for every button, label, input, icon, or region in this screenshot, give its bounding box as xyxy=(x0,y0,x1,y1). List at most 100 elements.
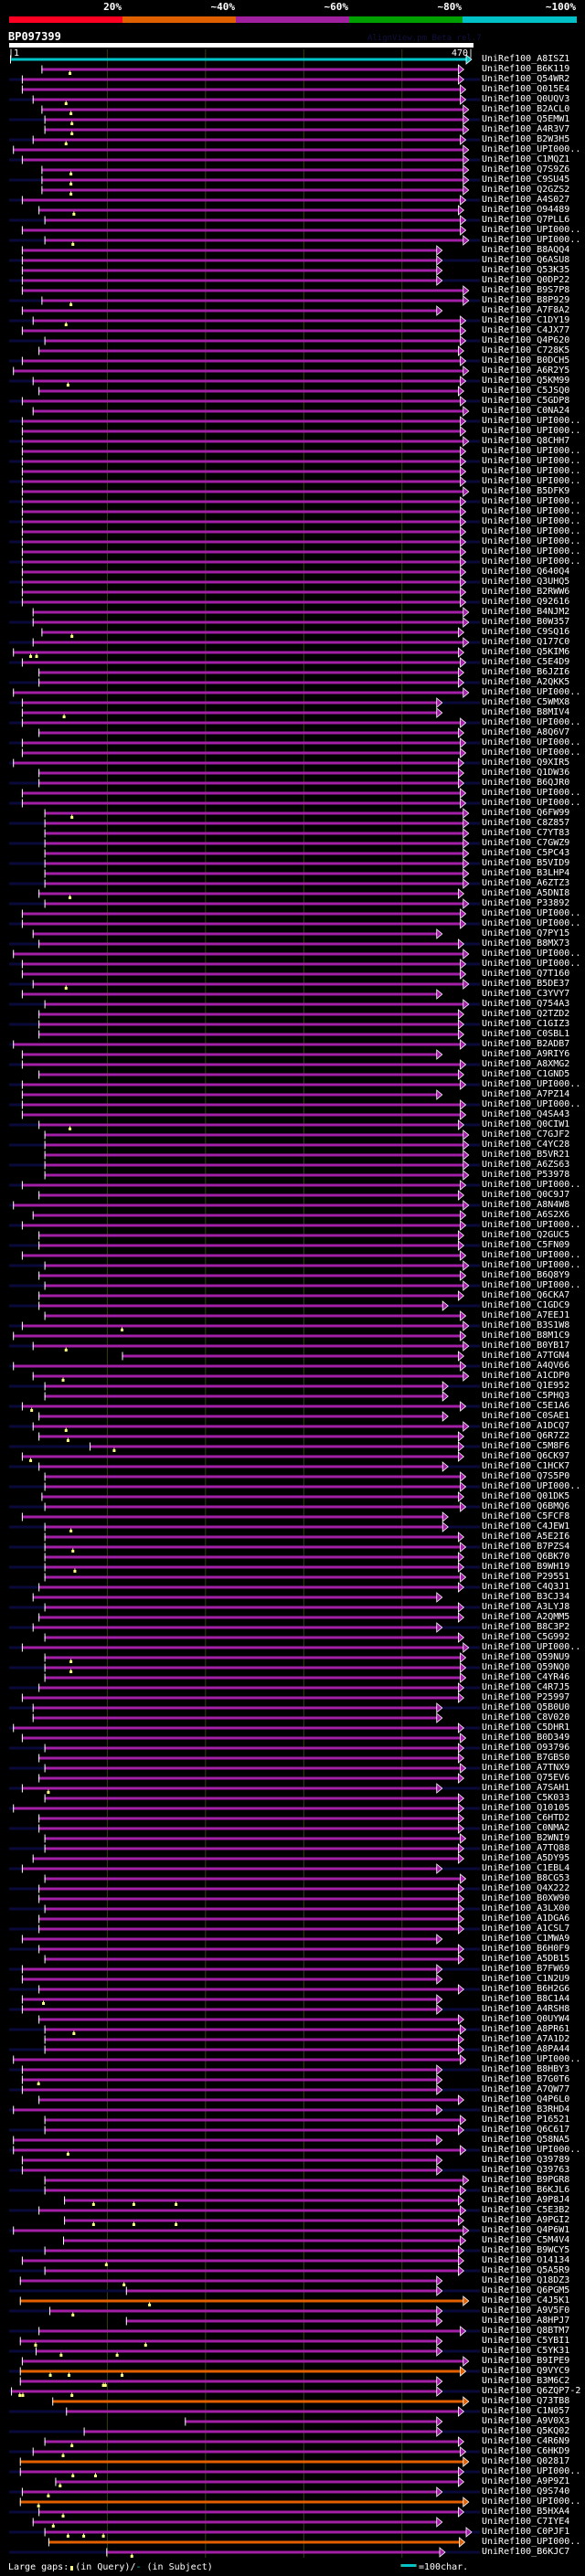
hit-label[interactable]: UniRef100_C5K033 xyxy=(482,1793,570,1803)
hit-label[interactable]: UniRef100_A9RIY6 xyxy=(482,1049,570,1059)
hit-label[interactable]: UniRef100_Q02817 xyxy=(482,2456,570,2466)
hit-label[interactable]: UniRef100_Q58NA5 xyxy=(482,2135,570,2145)
hit-label[interactable]: UniRef100_UPI000.. xyxy=(482,959,581,969)
hit-label[interactable]: UniRef100_UPI000.. xyxy=(482,1280,581,1290)
hit-label[interactable]: UniRef100_B6K119 xyxy=(482,64,570,74)
hit-label[interactable]: UniRef100_B6Q8Y9 xyxy=(482,1270,570,1280)
hit-label[interactable]: UniRef100_C5DHR1 xyxy=(482,1723,570,1733)
hit-label[interactable]: UniRef100_A9V5F0 xyxy=(482,2306,570,2316)
hit-label[interactable]: UniRef100_A9V0X3 xyxy=(482,2416,570,2426)
hit-label[interactable]: UniRef100_Q54WR2 xyxy=(482,74,570,84)
hit-label[interactable]: UniRef100_C1MQZ1 xyxy=(482,154,570,164)
hit-label[interactable]: UniRef100_C5WMX8 xyxy=(482,697,570,707)
hit-label[interactable]: UniRef100_A9PGI2 xyxy=(482,2215,570,2225)
hit-label[interactable]: UniRef100_UPI000.. xyxy=(482,2054,581,2064)
hit-label[interactable]: UniRef100_A1CSL7 xyxy=(482,1924,570,1934)
hit-label[interactable]: UniRef100_B0DCH5 xyxy=(482,355,570,366)
hit-label[interactable]: UniRef100_Q7S5P0 xyxy=(482,1471,570,1481)
hit-label[interactable]: UniRef100_Q4SA43 xyxy=(482,1109,570,1119)
hit-label[interactable]: UniRef100_UPI000.. xyxy=(482,1220,581,1230)
hit-label[interactable]: UniRef100_Q5B0U0 xyxy=(482,1702,570,1712)
hit-label[interactable]: UniRef100_A4QV66 xyxy=(482,1361,570,1371)
hit-label[interactable]: UniRef100_B9IPE9 xyxy=(482,2356,570,2366)
hit-label[interactable]: UniRef100_C5FN09 xyxy=(482,1240,570,1250)
hit-label[interactable]: UniRef100_UPI000.. xyxy=(482,476,581,486)
hit-label[interactable]: UniRef100_Q2GZS2 xyxy=(482,185,570,195)
hit-label[interactable]: UniRef100_C5YK31 xyxy=(482,2346,570,2356)
hit-label[interactable]: UniRef100_C8V020 xyxy=(482,1712,570,1723)
hit-label[interactable]: UniRef100_Q6PGM5 xyxy=(482,2285,570,2295)
hit-label[interactable]: UniRef100_A1DCQ7 xyxy=(482,1421,570,1431)
hit-label[interactable]: UniRef100_P25997 xyxy=(482,1692,570,1702)
hit-label[interactable]: UniRef100_C5PHQ3 xyxy=(482,1391,570,1401)
hit-label[interactable]: UniRef100_UPI000.. xyxy=(482,144,581,154)
hit-label[interactable]: UniRef100_B7GBS0 xyxy=(482,1753,570,1763)
hit-label[interactable]: UniRef100_A8Q6V7 xyxy=(482,727,570,737)
hit-label[interactable]: UniRef100_Q6CKA7 xyxy=(482,1290,570,1300)
hit-label[interactable]: UniRef100_Q754A3 xyxy=(482,999,570,1009)
hit-label[interactable]: UniRef100_C728K5 xyxy=(482,345,570,355)
hit-label[interactable]: UniRef100_Q015E4 xyxy=(482,84,570,94)
hit-label[interactable]: UniRef100_B5VR21 xyxy=(482,1150,570,1160)
hit-label[interactable]: UniRef100_C0PJF1 xyxy=(482,2527,570,2537)
hit-label[interactable]: UniRef100_A7A1D2 xyxy=(482,2034,570,2044)
hit-label[interactable]: UniRef100_Q4P6W1 xyxy=(482,2225,570,2235)
hit-label[interactable]: UniRef100_A4RSH8 xyxy=(482,2004,570,2014)
hit-label[interactable]: UniRef100_B2W3H5 xyxy=(482,134,570,144)
hit-label[interactable]: UniRef100_B4NJM2 xyxy=(482,607,570,617)
hit-label[interactable]: UniRef100_UPI000.. xyxy=(482,1180,581,1190)
hit-label[interactable]: UniRef100_A1CDP0 xyxy=(482,1371,570,1381)
hit-label[interactable]: UniRef100_A4R3V7 xyxy=(482,124,570,134)
hit-label[interactable]: UniRef100_B7FW69 xyxy=(482,1964,570,1974)
hit-label[interactable]: UniRef100_Q59NU9 xyxy=(482,1652,570,1662)
hit-label[interactable]: UniRef100_UPI000.. xyxy=(482,798,581,808)
hit-label[interactable]: UniRef100_Q9XIR5 xyxy=(482,758,570,768)
hit-label[interactable]: UniRef100_A4S027 xyxy=(482,195,570,205)
hit-label[interactable]: UniRef100_B3S1W8 xyxy=(482,1320,570,1330)
hit-label[interactable]: UniRef100_Q4P6L0 xyxy=(482,2094,570,2104)
hit-label[interactable]: UniRef100_Q5KQ02 xyxy=(482,2426,570,2436)
hit-label[interactable]: UniRef100_Q73TB8 xyxy=(482,2396,570,2406)
hit-label[interactable]: UniRef100_B3M6C2 xyxy=(482,2376,570,2386)
hit-label[interactable]: UniRef100_UPI000.. xyxy=(482,949,581,959)
hit-label[interactable]: UniRef100_C7GWZ9 xyxy=(482,838,570,848)
hit-label[interactable]: UniRef100_UPI000.. xyxy=(482,1642,581,1652)
hit-label[interactable]: UniRef100_Q6FW99 xyxy=(482,808,570,818)
hit-label[interactable]: UniRef100_A2QKK5 xyxy=(482,677,570,687)
hit-label[interactable]: UniRef100_Q640Q4 xyxy=(482,567,570,577)
hit-label[interactable]: UniRef100_UPI000.. xyxy=(482,717,581,727)
hit-label[interactable]: UniRef100_P33892 xyxy=(482,898,570,908)
hit-label[interactable]: UniRef100_Q7S9Z6 xyxy=(482,164,570,175)
hit-label[interactable]: UniRef100_C4JEW1 xyxy=(482,1521,570,1532)
hit-label[interactable]: UniRef100_Q7PLL6 xyxy=(482,215,570,225)
hit-label[interactable]: UniRef100_B2WNI9 xyxy=(482,1833,570,1843)
hit-label[interactable]: UniRef100_UPI000.. xyxy=(482,737,581,747)
hit-label[interactable]: UniRef100_C5G992 xyxy=(482,1632,570,1642)
hit-label[interactable]: UniRef100_UPI000.. xyxy=(482,496,581,506)
hit-label[interactable]: UniRef100_C1MWA9 xyxy=(482,1934,570,1944)
hit-label[interactable]: UniRef100_UPI000.. xyxy=(482,446,581,456)
hit-label[interactable]: UniRef100_B9WH19 xyxy=(482,1562,570,1572)
hit-label[interactable]: UniRef100_C5E1A6 xyxy=(482,1401,570,1411)
hit-label[interactable]: UniRef100_B8AQQ4 xyxy=(482,245,570,255)
hit-label[interactable]: UniRef100_A6ZS63 xyxy=(482,1160,570,1170)
hit-label[interactable]: UniRef100_A5DY95 xyxy=(482,1853,570,1863)
hit-label[interactable]: UniRef100_UPI000.. xyxy=(482,918,581,928)
hit-label[interactable]: UniRef100_C8Z857 xyxy=(482,818,570,828)
hit-label[interactable]: UniRef100_B7PZS4 xyxy=(482,1542,570,1552)
hit-label[interactable]: UniRef100_Q18DZ3 xyxy=(482,2275,570,2285)
hit-label[interactable]: UniRef100_A6ZTZ3 xyxy=(482,878,570,888)
hit-label[interactable]: UniRef100_Q6ZQP7-2 xyxy=(482,2386,581,2396)
hit-label[interactable]: UniRef100_UPI000.. xyxy=(482,2537,581,2547)
hit-label[interactable]: UniRef100_P29551 xyxy=(482,1572,570,1582)
hit-label[interactable]: UniRef100_B9WCY5 xyxy=(482,2245,570,2255)
hit-label[interactable]: UniRef100_C4R7J5 xyxy=(482,1682,570,1692)
hit-label[interactable]: UniRef100_B0YB17 xyxy=(482,1341,570,1351)
hit-label[interactable]: UniRef100_A7PZ14 xyxy=(482,1089,570,1099)
hit-label[interactable]: UniRef100_UPI000.. xyxy=(482,2496,581,2507)
hit-label[interactable]: UniRef100_Q9S740 xyxy=(482,2486,570,2496)
hit-label[interactable]: UniRef100_Q6ASU8 xyxy=(482,255,570,265)
hit-label[interactable]: UniRef100_UPI000.. xyxy=(482,426,581,436)
hit-label[interactable]: UniRef100_C1HCK7 xyxy=(482,1461,570,1471)
hit-label[interactable]: UniRef100_A8PA44 xyxy=(482,2044,570,2054)
